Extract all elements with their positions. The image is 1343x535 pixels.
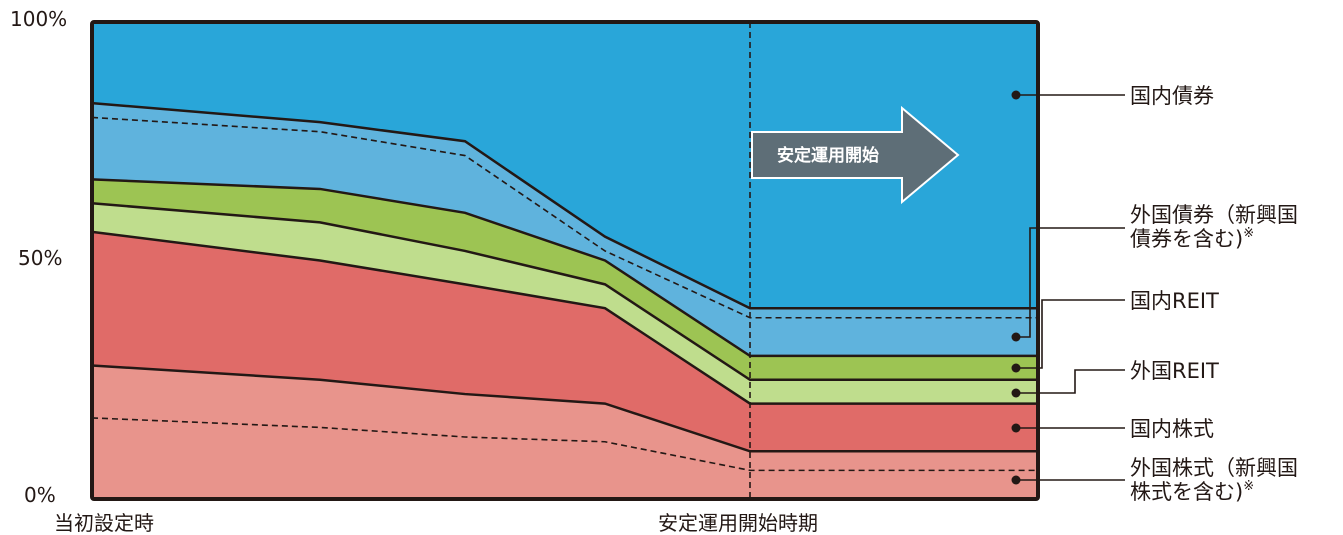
y-tick-50: 50% <box>18 246 62 270</box>
boundary-line-0 <box>91 364 1038 453</box>
dashed-line-0 <box>91 417 1038 472</box>
legend-dot-1 <box>1011 423 1021 433</box>
boundary-line-2 <box>91 202 1038 381</box>
plot-frame <box>90 20 1040 501</box>
area-series-2 <box>92 203 1038 404</box>
legend-dot-4 <box>1011 332 1021 342</box>
legend-dot-0 <box>1011 475 1021 485</box>
legend-label-4-1: 債券を含む)※ <box>1130 226 1254 251</box>
area-series-0 <box>92 365 1038 499</box>
legend-dot-2 <box>1011 388 1021 398</box>
boundary-line-3 <box>91 178 1038 358</box>
legend-label-0-1: 株式を含む)※ <box>1130 479 1254 504</box>
legend-dot-5 <box>1011 90 1021 100</box>
legend-label-5-0: 国内債券 <box>1130 84 1214 108</box>
legend-label-1-0: 国内株式 <box>1130 417 1214 441</box>
legend-leader-3 <box>1016 299 1125 369</box>
legend-leader-2 <box>1016 369 1125 394</box>
legend-label-2-0: 外国REIT <box>1130 359 1219 383</box>
x-label-start: 当初設定時 <box>54 511 154 535</box>
area-series-5 <box>92 22 1038 309</box>
legend-label-3-0: 国内REIT <box>1130 289 1219 313</box>
legend-dot-3 <box>1011 363 1021 373</box>
arrow-shape <box>751 105 960 205</box>
boundary-lines <box>91 101 1038 472</box>
area-layers <box>92 22 1038 499</box>
area-series-1 <box>92 231 1038 452</box>
y-tick-100: 100% <box>10 7 67 31</box>
boundary-line-1 <box>91 230 1038 405</box>
legend-label-0-0: 外国株式（新興国 <box>1130 456 1298 480</box>
area-series-3 <box>92 179 1038 380</box>
legend-leader-4 <box>1016 227 1125 338</box>
legend-sup-0: ※ <box>1243 479 1254 494</box>
x-label-stable: 安定運用開始時期 <box>658 511 818 535</box>
arrow-label: 安定運用開始 <box>777 145 879 166</box>
dashed-line-4 <box>91 116 1038 319</box>
y-tick-0: 0% <box>24 483 56 507</box>
stable-start-arrow: 安定運用開始 <box>751 105 960 205</box>
legend-label-4-0: 外国債券（新興国 <box>1130 203 1298 227</box>
legend-sup-4: ※ <box>1243 226 1254 241</box>
area-series-4 <box>92 103 1038 356</box>
boundary-line-4 <box>91 101 1038 310</box>
